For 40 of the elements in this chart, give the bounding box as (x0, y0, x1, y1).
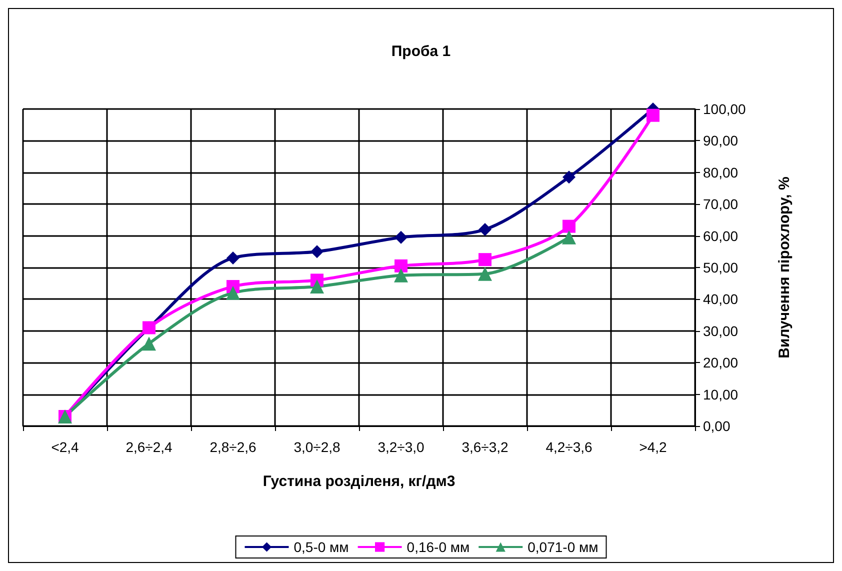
x-tick-label: 3,2÷3,0 (378, 439, 425, 455)
x-tick-label: >4,2 (639, 439, 668, 455)
point (142, 336, 156, 351)
point (478, 253, 492, 266)
point (646, 108, 660, 122)
point (226, 251, 240, 264)
y-tick-label: 70,00 (703, 196, 738, 212)
y-tick-label: 50,00 (703, 260, 738, 276)
point (562, 170, 576, 184)
y-tick-label: 10,00 (703, 386, 738, 402)
point (310, 280, 324, 294)
x-tick-label: 2,8÷2,6 (210, 439, 257, 455)
point (310, 245, 324, 258)
y-axis-title: Вилучення пірохлору, % (776, 176, 793, 358)
legend-label: 0,5-0 мм (294, 539, 349, 555)
point (478, 222, 492, 236)
y-tick-label: 40,00 (703, 291, 738, 308)
x-tick-label: 3,0÷2,8 (294, 439, 341, 455)
y-tick-label: 80,00 (703, 164, 738, 180)
point (226, 286, 240, 300)
legend-label: 0,071-0 мм (528, 539, 598, 555)
point (562, 230, 576, 244)
legend-label: 0,16-0 мм (406, 539, 470, 555)
x-tick-label: 2,6÷2,4 (126, 439, 173, 455)
point (394, 259, 408, 272)
point (562, 220, 576, 233)
x-axis-title: Густина розділеня, кг/дм3 (262, 473, 456, 490)
point (478, 266, 492, 281)
y-tick-label: 100,00 (703, 101, 746, 117)
y-tick-label: 20,00 (703, 354, 738, 371)
y-tick-label: 90,00 (703, 132, 738, 149)
point (394, 268, 408, 282)
x-tick-label: 3,6÷3,2 (462, 439, 509, 455)
x-tick-label: <2,4 (51, 439, 80, 455)
chart-title: Проба 1 (391, 43, 451, 60)
x-tick-label: 4,2÷3,6 (546, 439, 593, 455)
y-tick-label: 0,00 (703, 418, 730, 434)
y-tick-label: 30,00 (703, 322, 738, 339)
y-tick-label: 60,00 (703, 228, 738, 244)
point (394, 230, 408, 244)
